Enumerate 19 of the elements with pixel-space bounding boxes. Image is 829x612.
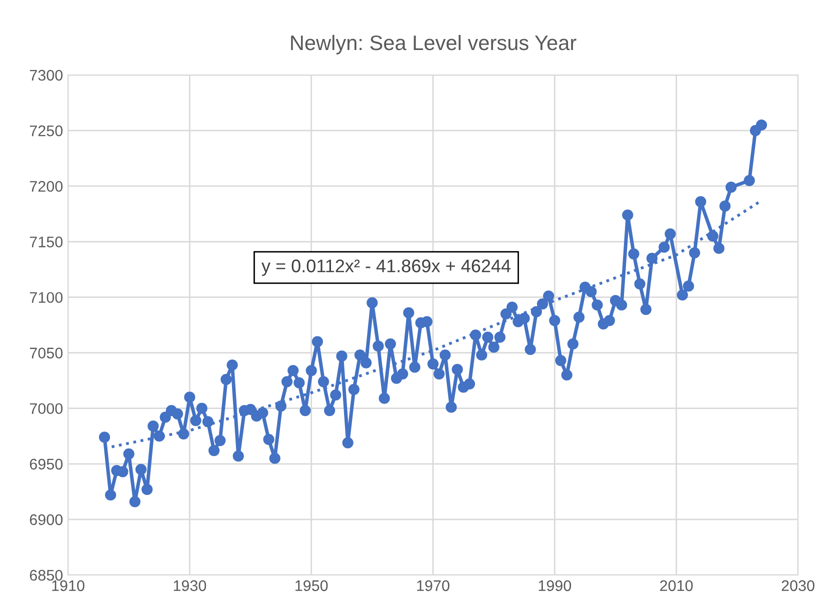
y-tick-label: 7050	[30, 348, 63, 358]
y-tick-label: 7000	[30, 403, 63, 414]
x-tick-label: 1930	[174, 580, 206, 592]
y-tick-label: 6850	[30, 570, 63, 581]
x-tick-label: 1970	[417, 580, 450, 592]
y-tick-label: 7200	[30, 180, 63, 192]
annotation: y = 0.0112x² - 41.869x + 46244	[261, 260, 511, 276]
x-tick-label: 1950	[296, 580, 328, 592]
chart-title: Newlyn: Sea Level versus Year	[291, 34, 576, 54]
y-tick-label: 7300	[30, 70, 63, 81]
x-tick-label: 1990	[538, 580, 572, 592]
x-tick-label: 2030	[782, 580, 814, 592]
x-tick-label: 2010	[660, 580, 693, 592]
x-tick-label: 1910	[52, 580, 84, 592]
y-tick-label: 7150	[30, 236, 63, 248]
y-tick-label: 7250	[30, 125, 63, 136]
y-tick-label: 7100	[30, 292, 63, 303]
y-tick-label: 6950	[30, 458, 63, 470]
y-tick-label: 6900	[30, 514, 63, 526]
